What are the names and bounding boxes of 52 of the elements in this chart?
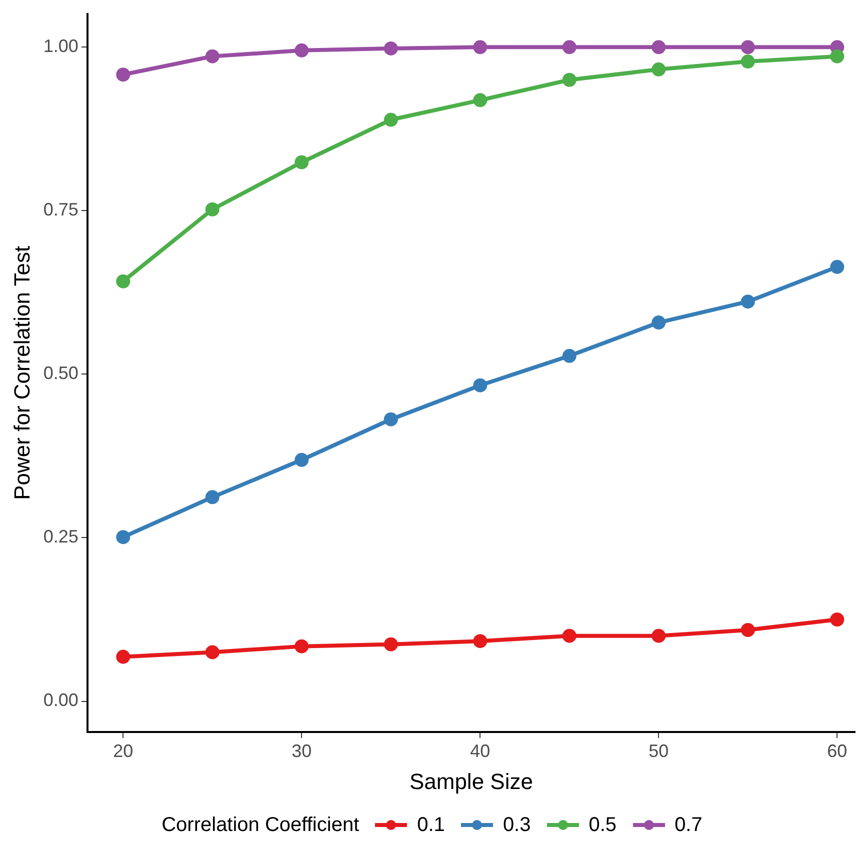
legend-title: Correlation Coefficient xyxy=(162,814,360,836)
point xyxy=(384,412,398,426)
y-tick-label: 0.00 xyxy=(43,690,78,710)
point xyxy=(652,628,666,643)
point xyxy=(652,62,666,76)
point xyxy=(116,650,130,664)
point xyxy=(830,612,844,626)
point xyxy=(294,452,309,467)
point xyxy=(562,628,576,643)
point xyxy=(740,40,755,54)
point xyxy=(116,68,130,82)
point xyxy=(473,378,488,392)
x-tick-label: 50 xyxy=(648,740,669,761)
y-tick-label: 0.50 xyxy=(43,363,78,384)
point xyxy=(473,40,488,54)
point xyxy=(830,49,844,64)
x-tick-label: 20 xyxy=(113,740,134,761)
point xyxy=(740,622,755,637)
point xyxy=(652,40,666,54)
point xyxy=(205,490,220,504)
legend-label: 0.3 xyxy=(502,814,531,836)
point xyxy=(294,43,309,58)
point xyxy=(205,49,220,64)
point xyxy=(116,530,130,544)
x-tick-label: 60 xyxy=(827,740,848,761)
y-axis-title: Power for Correlation Test xyxy=(9,246,34,500)
point xyxy=(384,637,398,652)
x-axis-title: Sample Size xyxy=(409,768,533,794)
point xyxy=(562,348,576,363)
legend-label: 0.7 xyxy=(674,814,702,836)
point xyxy=(740,294,755,309)
legend-label: 0.5 xyxy=(588,814,617,836)
point xyxy=(294,639,309,654)
point xyxy=(294,155,309,170)
point xyxy=(562,40,576,54)
x-tick-label: 40 xyxy=(470,740,490,761)
y-tick-label: 0.25 xyxy=(43,526,78,547)
point xyxy=(652,316,666,330)
point xyxy=(740,54,755,69)
y-tick-label: 1.00 xyxy=(43,36,78,56)
point xyxy=(384,41,398,56)
y-tick-label: 0.75 xyxy=(43,200,78,220)
point xyxy=(205,202,220,216)
point xyxy=(473,634,488,648)
point xyxy=(205,645,220,660)
point xyxy=(830,260,844,274)
point xyxy=(473,93,488,108)
legend-label: 0.1 xyxy=(417,814,445,836)
point xyxy=(116,274,130,288)
point xyxy=(562,72,576,87)
point xyxy=(384,112,398,127)
x-tick-label: 30 xyxy=(292,740,312,761)
